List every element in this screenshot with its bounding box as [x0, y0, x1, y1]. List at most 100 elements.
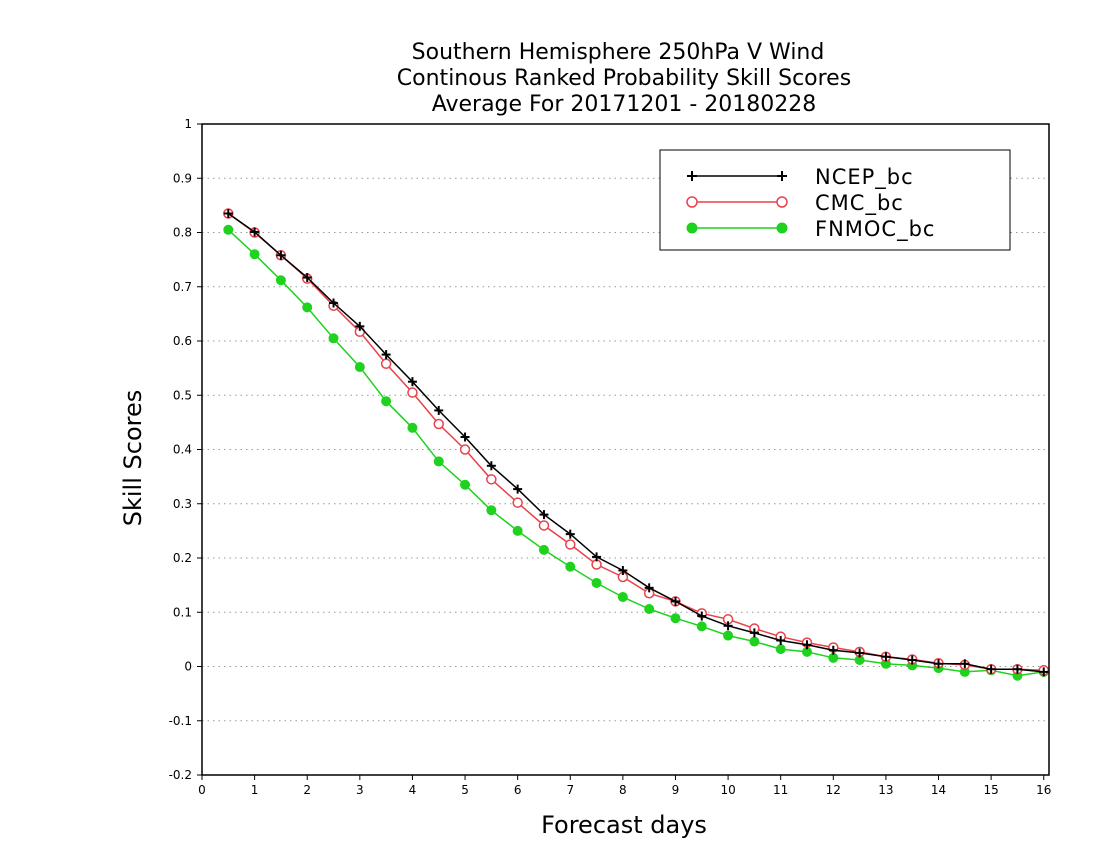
data-point: [512, 497, 523, 508]
data-point: [512, 525, 523, 536]
data-point: [670, 596, 680, 606]
data-point: [486, 505, 497, 516]
x-tick-label: 0: [198, 783, 206, 797]
data-point: [1039, 667, 1049, 677]
data-point: [697, 611, 707, 621]
x-tick-label: 1: [251, 783, 259, 797]
y-tick-label: 0.3: [173, 497, 192, 511]
data-point: [696, 621, 707, 632]
legend-label: FNMOC_bc: [815, 217, 935, 242]
y-tick-label: 0.1: [173, 605, 192, 619]
data-point: [828, 645, 838, 655]
x-tick-label: 4: [409, 783, 417, 797]
legend-label: CMC_bc: [815, 191, 904, 216]
data-point: [881, 652, 891, 662]
data-point: [355, 321, 365, 331]
data-point: [459, 444, 471, 455]
data-point: [723, 621, 733, 631]
data-point: [618, 565, 628, 575]
data-point: [617, 592, 628, 603]
data-point: [250, 227, 260, 237]
data-point: [686, 196, 698, 208]
x-tick-label: 9: [672, 783, 680, 797]
gridlines: [202, 177, 1049, 722]
data-point: [486, 474, 497, 485]
data-point: [934, 659, 944, 669]
x-tick-label: 6: [514, 783, 522, 797]
data-point: [776, 196, 788, 208]
data-point: [249, 249, 260, 260]
data-point: [538, 520, 550, 531]
plot-frame: [201, 123, 1050, 776]
data-point: [777, 171, 787, 181]
series-FNMOC_bc: [223, 224, 1049, 681]
data-point: [855, 648, 865, 658]
data-point: [591, 577, 602, 588]
legend-entry: FNMOC_bc: [686, 217, 935, 242]
data-point: [275, 275, 286, 286]
data-point: [354, 362, 365, 373]
data-point: [565, 529, 575, 539]
data-point: [302, 273, 312, 283]
y-tick-label: 1: [184, 117, 192, 131]
y-tick-label: 0.5: [173, 388, 192, 402]
y-axis-label: Skill Scores: [119, 390, 147, 527]
data-point: [538, 544, 549, 555]
data-point: [644, 603, 655, 614]
data-point: [565, 561, 576, 572]
data-point: [433, 418, 444, 430]
data-point: [328, 333, 339, 344]
data-point: [407, 387, 418, 398]
x-axis-label: Forecast days: [541, 811, 707, 839]
data-point: [749, 636, 760, 647]
x-tick-label: 14: [931, 783, 946, 797]
data-point: [407, 422, 418, 433]
y-tick-label: 0.7: [173, 280, 192, 294]
data-point: [380, 358, 392, 370]
data-point: [776, 635, 786, 645]
series-NCEP_bc: [223, 209, 1049, 677]
x-tick-label: 5: [461, 783, 469, 797]
data-point: [460, 479, 471, 490]
data-point: [565, 539, 576, 550]
x-tick-label: 3: [356, 783, 364, 797]
series-CMC_bc: [223, 208, 1049, 676]
x-tick-label: 7: [566, 783, 574, 797]
data-point: [434, 405, 444, 415]
x-tick-label: 13: [878, 783, 893, 797]
chart-title: Southern Hemisphere 250hPa V Wind Contin…: [397, 40, 851, 117]
legend-entry: NCEP_bc: [687, 165, 913, 190]
data-point: [407, 377, 417, 387]
legend-box: [659, 149, 1011, 251]
data-point: [302, 302, 313, 313]
y-tick-label: 0.4: [173, 443, 192, 457]
title-line-2: Continous Ranked Probability Skill Score…: [397, 66, 851, 91]
data-point: [223, 224, 234, 235]
x-tick-label: 10: [720, 783, 735, 797]
data-point: [775, 644, 786, 655]
data-point: [960, 659, 970, 669]
data-point: [381, 396, 392, 407]
data-point: [592, 552, 602, 562]
data-point: [802, 640, 812, 650]
data-point: [433, 456, 444, 467]
data-point: [1012, 664, 1022, 674]
data-point: [539, 510, 549, 520]
data-point: [907, 655, 917, 665]
y-tick-label: 0.9: [173, 171, 192, 185]
data-point: [381, 350, 391, 360]
y-tick-label: 0.8: [173, 226, 192, 240]
x-tick-label: 11: [773, 783, 788, 797]
data-point: [686, 222, 698, 234]
y-tick-label: -0.2: [169, 768, 192, 782]
y-tick-label: -0.1: [169, 714, 192, 728]
x-tick-label: 2: [303, 783, 311, 797]
data-point: [776, 222, 788, 234]
x-tick-label: 15: [983, 783, 998, 797]
data-point: [723, 630, 734, 641]
y-tick-label: 0: [184, 660, 192, 674]
data-point: [486, 461, 496, 471]
series-line: [227, 229, 1044, 677]
